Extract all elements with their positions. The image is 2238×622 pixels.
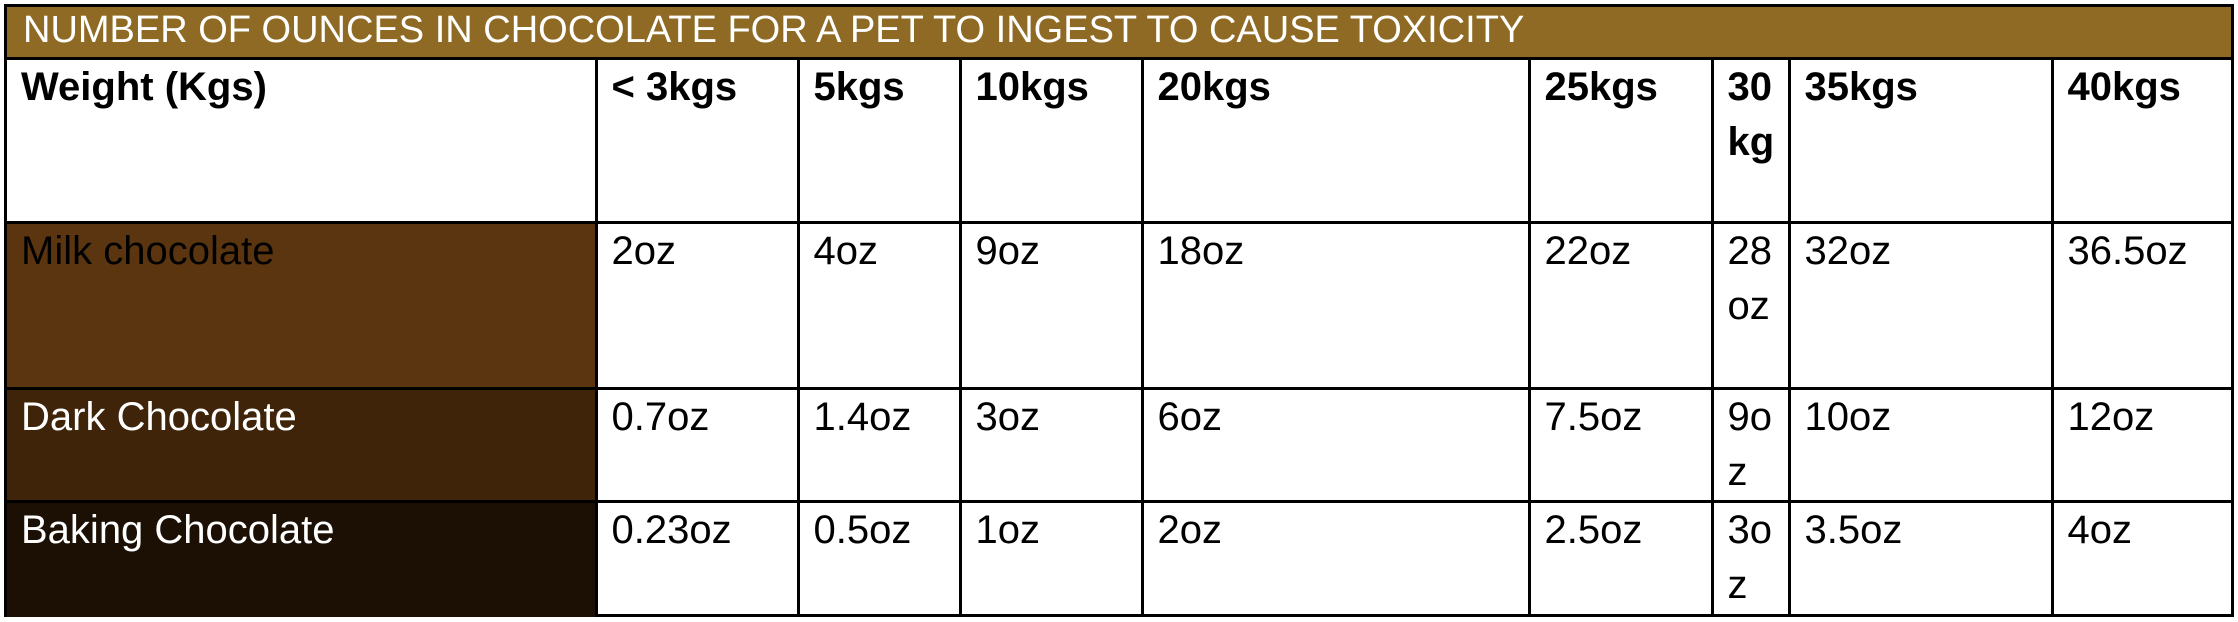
table-cell: 1oz <box>958 499 1144 617</box>
header-row: Weight (Kgs) < 3kgs 5kgs 10kgs 20kgs 25k… <box>7 60 2231 224</box>
table-title: NUMBER OF OUNCES IN CHOCOLATE FOR A PET … <box>7 7 2231 60</box>
table-cell: 3.5oz <box>1787 499 2054 617</box>
table-cell: 3oz <box>1710 499 1791 617</box>
header-col-5kgs: 5kgs <box>796 60 962 224</box>
table-cell: 9oz <box>1710 386 1791 503</box>
table-cell: 36.5oz <box>2050 220 2231 390</box>
row-label-milk-chocolate: Milk chocolate <box>7 220 598 390</box>
row-label-baking-chocolate: Baking Chocolate <box>7 499 598 617</box>
toxicity-table: Weight (Kgs) < 3kgs 5kgs 10kgs 20kgs 25k… <box>7 60 2231 617</box>
header-col-30kg: 30kg <box>1710 60 1791 224</box>
table-cell: 6oz <box>1140 386 1531 503</box>
table-row: Milk chocolate 2oz 4oz 9oz 18oz 22oz 28o… <box>7 220 2231 390</box>
table-cell: 32oz <box>1787 220 2054 390</box>
table-cell: 2oz <box>1140 499 1531 617</box>
header-col-20kgs: 20kgs <box>1140 60 1531 224</box>
table-cell: 18oz <box>1140 220 1531 390</box>
table-cell: 12oz <box>2050 386 2231 503</box>
table-cell: 10oz <box>1787 386 2054 503</box>
table-cell: 28oz <box>1710 220 1791 390</box>
header-col-25kgs: 25kgs <box>1527 60 1714 224</box>
table-cell: 4oz <box>2050 499 2231 617</box>
header-col-10kgs: 10kgs <box>958 60 1144 224</box>
header-col-40kgs: 40kgs <box>2050 60 2231 224</box>
table-cell: 2oz <box>594 220 800 390</box>
header-weight-label: Weight (Kgs) <box>7 60 598 224</box>
table-cell: 1.4oz <box>796 386 962 503</box>
table-row: Dark Chocolate 0.7oz 1.4oz 3oz 6oz 7.5oz… <box>7 386 2231 503</box>
toxicity-table-frame: NUMBER OF OUNCES IN CHOCOLATE FOR A PET … <box>4 4 2234 617</box>
table-row: Baking Chocolate 0.23oz 0.5oz 1oz 2oz 2.… <box>7 499 2231 617</box>
table-cell: 4oz <box>796 220 962 390</box>
table-cell: 22oz <box>1527 220 1714 390</box>
table-cell: 0.7oz <box>594 386 800 503</box>
header-col-35kgs: 35kgs <box>1787 60 2054 224</box>
header-col-under-3kgs: < 3kgs <box>594 60 800 224</box>
table-cell: 9oz <box>958 220 1144 390</box>
table-cell: 7.5oz <box>1527 386 1714 503</box>
table-cell: 2.5oz <box>1527 499 1714 617</box>
table-cell: 3oz <box>958 386 1144 503</box>
row-label-dark-chocolate: Dark Chocolate <box>7 386 598 503</box>
table-cell: 0.5oz <box>796 499 962 617</box>
table-cell: 0.23oz <box>594 499 800 617</box>
